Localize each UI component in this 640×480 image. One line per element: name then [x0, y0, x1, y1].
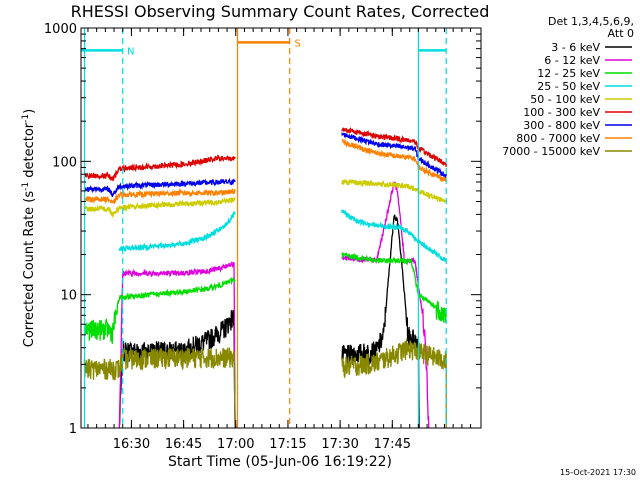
- series-line-7-1: [341, 137, 447, 183]
- x-tick-label: 17:45: [374, 437, 411, 452]
- x-axis-label: Start Time (05-Jun-06 16:19:22): [168, 454, 392, 470]
- series-layer: [83, 127, 447, 429]
- series-line-2-0: [84, 276, 236, 344]
- x-tick-label: 16:30: [113, 437, 150, 452]
- series-line-3-0: [118, 210, 236, 253]
- y-tick-label: 1: [69, 422, 77, 437]
- series-line-0-1: [341, 214, 420, 429]
- series-line-8-0: [83, 347, 236, 429]
- y-axis-label: Corrected Count Rate (s-1 detector-1): [21, 109, 37, 347]
- x-tick-label: 17:30: [321, 437, 358, 452]
- plot-frame: [80, 27, 482, 429]
- series-line-8-1: [341, 338, 447, 428]
- y-tick-label: 10: [60, 289, 77, 304]
- series-line-5-1: [341, 127, 447, 167]
- chart-title: RHESSI Observing Summary Count Rates, Co…: [71, 2, 490, 21]
- legend-label-8: 7000 - 15000 keV: [502, 145, 600, 158]
- legend-label-1: 6 - 12 keV: [544, 54, 600, 67]
- legend-label-7: 800 - 7000 keV: [516, 132, 600, 145]
- series-line-3-1: [341, 209, 447, 263]
- axis-layer: 16:30 16:45 17:00 17:15 17:30 17:45 1 10 100 1000: [44, 22, 481, 452]
- series-line-7-0: [83, 188, 236, 205]
- marker-label: N: [127, 46, 134, 57]
- series-line-2-1: [341, 252, 447, 323]
- legend-label-0: 3 - 6 keV: [551, 41, 600, 54]
- legend-label-6: 300 - 800 keV: [523, 119, 600, 132]
- y-tick-label: 1000: [44, 22, 77, 37]
- legend-label-4: 50 - 100 keV: [530, 93, 600, 106]
- legend-label-3: 25 - 50 keV: [537, 80, 600, 93]
- series-line-1-0: [118, 260, 236, 429]
- legend-label-5: 100 - 300 keV: [523, 106, 600, 119]
- series-line-5-0: [83, 154, 236, 182]
- y-tick-label: 100: [52, 155, 77, 170]
- x-tick-label: 17:15: [269, 437, 306, 452]
- footer-date: 15-Oct-2021 17:30: [560, 468, 636, 477]
- series-line-6-1: [341, 131, 447, 179]
- legend-header: Det 1,3,4,5,6,9,: [548, 15, 634, 28]
- legend-label-2: 12 - 25 keV: [537, 67, 600, 80]
- marker-label: S: [295, 38, 301, 49]
- marker-layer: NS: [81, 28, 447, 428]
- series-line-4-1: [341, 178, 447, 203]
- legend-header: Att 0: [608, 27, 634, 40]
- series-line-6-0: [83, 177, 236, 198]
- x-tick-label: 16:45: [165, 437, 202, 452]
- x-tick-label: 17:00: [217, 437, 254, 452]
- series-line-4-0: [83, 196, 236, 219]
